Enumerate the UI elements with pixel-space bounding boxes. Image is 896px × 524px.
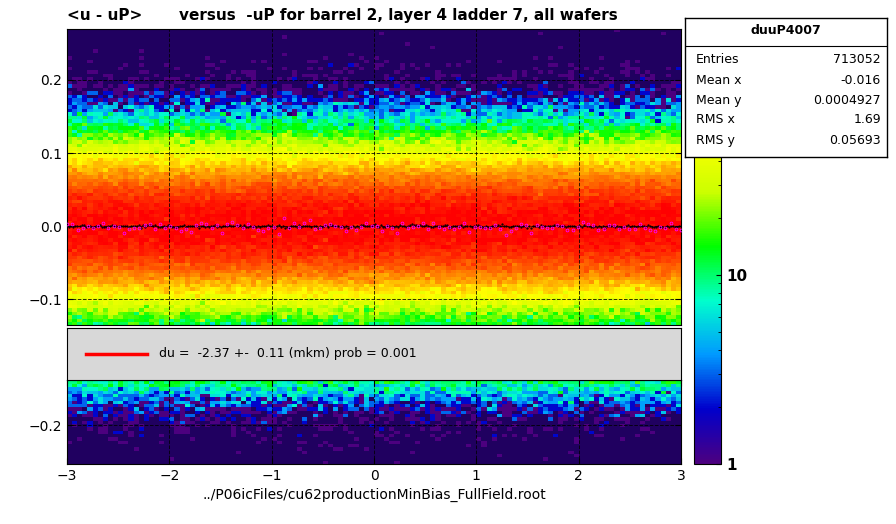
Text: RMS x: RMS x [695, 113, 735, 126]
Text: 0.05693: 0.05693 [830, 134, 881, 147]
Text: Mean y: Mean y [695, 94, 741, 107]
Text: <u - uP>       versus  -uP for barrel 2, layer 4 ladder 7, all wafers: <u - uP> versus -uP for barrel 2, layer … [67, 8, 618, 24]
Text: duuP4007: duuP4007 [751, 24, 822, 37]
Text: RMS y: RMS y [695, 134, 735, 147]
Text: -0.016: -0.016 [840, 74, 881, 88]
Text: 1.69: 1.69 [853, 113, 881, 126]
X-axis label: ../P06icFiles/cu62productionMinBias_FullField.root: ../P06icFiles/cu62productionMinBias_Full… [202, 488, 546, 503]
Text: Entries: Entries [695, 53, 739, 67]
Text: Mean x: Mean x [695, 74, 741, 88]
Text: du =  -2.37 +-  0.11 (mkm) prob = 0.001: du = -2.37 +- 0.11 (mkm) prob = 0.001 [159, 347, 417, 360]
Text: 0.0004927: 0.0004927 [814, 94, 881, 107]
Text: 713052: 713052 [833, 53, 881, 67]
